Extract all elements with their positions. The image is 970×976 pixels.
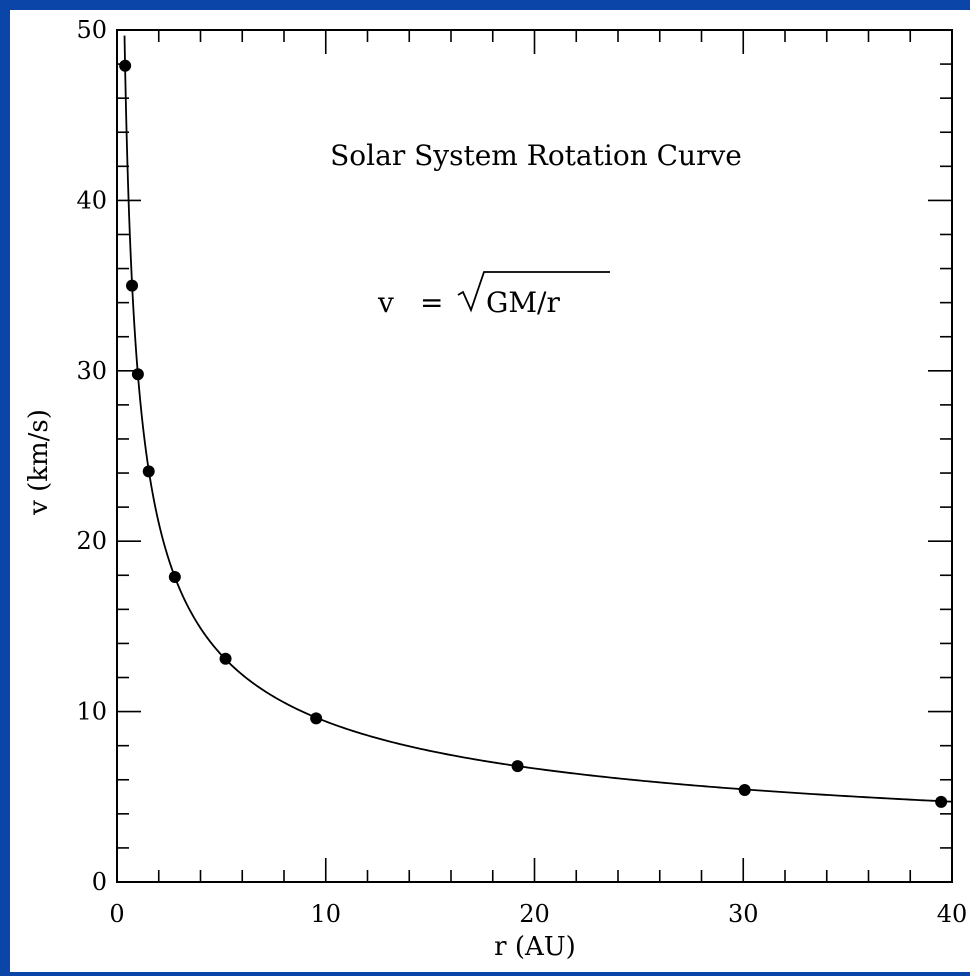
y-tick-label: 30 [76,357,107,385]
plot-frame [116,29,953,883]
fit-curve [123,35,953,803]
y-axis-title: v (km/s) [24,409,54,516]
data-point [738,783,751,796]
y-tick-label: 10 [76,698,107,726]
x-axis-title: r (AU) [494,932,576,962]
rotation-curve-chart: 0 10 20 30 40 0 10 20 30 40 50 Solar System Rotati… [24,16,967,962]
chart-title: Solar System Rotation Curve [330,139,742,172]
plot-canvas: 0 10 20 30 40 0 10 20 30 40 50 Solar System Rotati… [10,10,970,972]
data-point [142,465,155,478]
data-point [935,795,948,808]
data-point [219,652,232,665]
data-point [119,59,132,72]
x-tick-label: 20 [519,900,550,928]
formula-lhs: v [377,286,394,319]
data-point [310,712,323,725]
axis-ticks [116,29,953,883]
data-point [131,368,144,381]
data-points-layer [119,59,948,808]
data-point [511,760,524,773]
y-tick-label: 40 [76,186,107,214]
y-tick-label: 20 [76,527,107,555]
formula-eq: = [420,286,443,319]
data-point [168,570,181,583]
x-tick-label: 0 [109,900,124,928]
y-tick-label: 0 [92,868,107,896]
sqrt-sign [457,271,610,313]
y-tick-label: 50 [76,16,107,44]
fit-curve-layer [123,35,953,803]
data-point [126,279,139,292]
formula-radicand: GM/r [486,286,560,319]
tick-labels: 0 10 20 30 40 0 10 20 30 40 50 [76,16,967,928]
x-tick-label: 30 [728,900,759,928]
x-tick-label: 10 [310,900,341,928]
x-tick-label: 40 [937,900,968,928]
formula-annotation: v = GM/r [377,271,610,319]
